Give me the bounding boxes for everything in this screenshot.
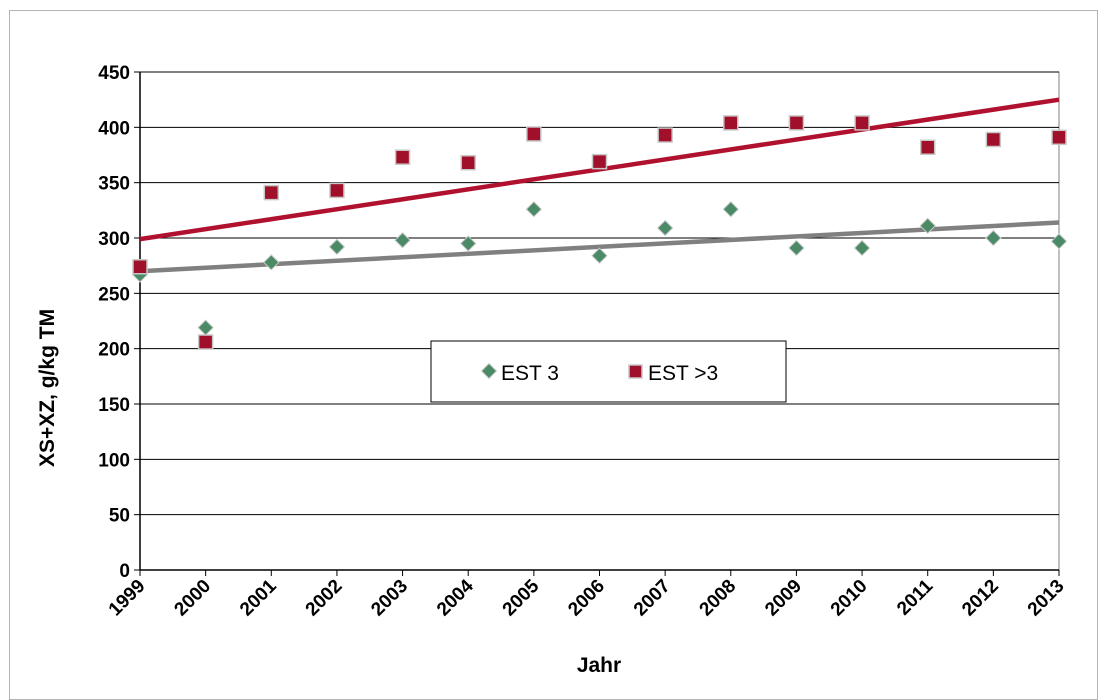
y-tick-label-400: 400 [98, 118, 130, 139]
axes [139, 72, 1060, 576]
x-axis-title: Jahr [577, 654, 621, 677]
point-est3-2005 [525, 201, 543, 218]
x-tick-label-2003: 2003 [367, 576, 412, 621]
y-tick-label-0: 0 [119, 561, 130, 582]
y-tick-label-350: 350 [98, 174, 130, 195]
point-est-gt3-2006 [591, 153, 608, 170]
x-tick-label-2007: 2007 [630, 576, 675, 621]
y-axis-title: XS+XZ, g/kg TM [36, 309, 59, 467]
y-tick-label-250: 250 [98, 284, 130, 305]
y-tick-label-50: 50 [109, 506, 130, 527]
point-est-gt3-2008 [723, 115, 739, 131]
point-est-gt3-1999 [132, 259, 148, 275]
y-tick-label-450: 450 [98, 63, 130, 84]
x-tick-label-2008: 2008 [696, 576, 741, 621]
point-est-gt3-2012 [985, 131, 1002, 148]
x-tick-label-2002: 2002 [302, 576, 347, 621]
scatter-chart: 0 50 100 150 200 250 300 350 400 450 1999 2000 2001… [36, 63, 1069, 677]
legend-label-est-gt3: EST >3 [648, 362, 718, 385]
x-tick-label-2013: 2013 [1024, 576, 1069, 621]
gridlines [134, 71, 1059, 571]
point-est3-2009 [788, 239, 805, 257]
point-est3-2012 [985, 229, 1002, 247]
x-tick-label-2009: 2009 [761, 576, 806, 621]
point-est3-2002 [328, 238, 346, 256]
point-est3-2011 [919, 217, 936, 235]
point-est3-2008 [722, 201, 739, 218]
y-tick-label-150: 150 [98, 395, 130, 416]
point-est-gt3-2003 [394, 149, 411, 165]
y-tick-label-200: 200 [98, 340, 130, 361]
point-est-gt3-2000 [197, 334, 214, 350]
point-est3-2006 [591, 247, 608, 264]
y-tick-label-100: 100 [98, 450, 130, 471]
trendline-series-0 [139, 220, 1060, 274]
legend-marker-est-gt3 [628, 364, 643, 379]
point-est-gt3-2005 [526, 126, 542, 142]
point-est3-2010 [853, 239, 871, 257]
point-est-gt3-2004 [460, 154, 476, 171]
point-est3-2007 [656, 219, 674, 237]
x-tick-label-2012: 2012 [958, 576, 1003, 621]
point-est-gt3-2011 [919, 139, 936, 156]
x-tick-label-2000: 2000 [170, 576, 215, 621]
x-tick-label-2001: 2001 [236, 575, 281, 620]
x-tick-label-2010: 2010 [827, 576, 872, 621]
point-est3-2001 [263, 254, 280, 271]
y-tick-labels: 0 50 100 150 200 250 300 350 400 450 [98, 63, 130, 582]
point-est-gt3-2001 [263, 184, 280, 201]
legend-marker-est3 [480, 362, 498, 380]
point-est-gt3-2010 [854, 115, 870, 131]
x-tick-label-2005: 2005 [499, 575, 544, 620]
point-est-gt3-2007 [657, 127, 673, 143]
point-est-gt3-2002 [329, 182, 345, 199]
x-tick-label-2004: 2004 [433, 575, 478, 620]
y-tick-label-300: 300 [98, 229, 130, 250]
data-points [131, 115, 1068, 350]
point-est3-2004 [460, 235, 477, 252]
x-tick-label-2006: 2006 [564, 576, 609, 621]
x-tick-label-1999: 1999 [105, 576, 150, 621]
point-est3-2003 [394, 232, 411, 249]
x-tick-labels: 1999 2000 2001 2002 2003 2004 2005 2006 2007 2008… [105, 575, 1069, 620]
x-tick-label-2011: 2011 [893, 575, 937, 619]
legend: EST 3 EST >3 [430, 340, 787, 403]
point-est-gt3-2009 [788, 115, 805, 131]
legend-label-est3: EST 3 [501, 362, 559, 385]
point-est3-2013 [1050, 233, 1068, 250]
point-est-gt3-2013 [1051, 129, 1067, 146]
